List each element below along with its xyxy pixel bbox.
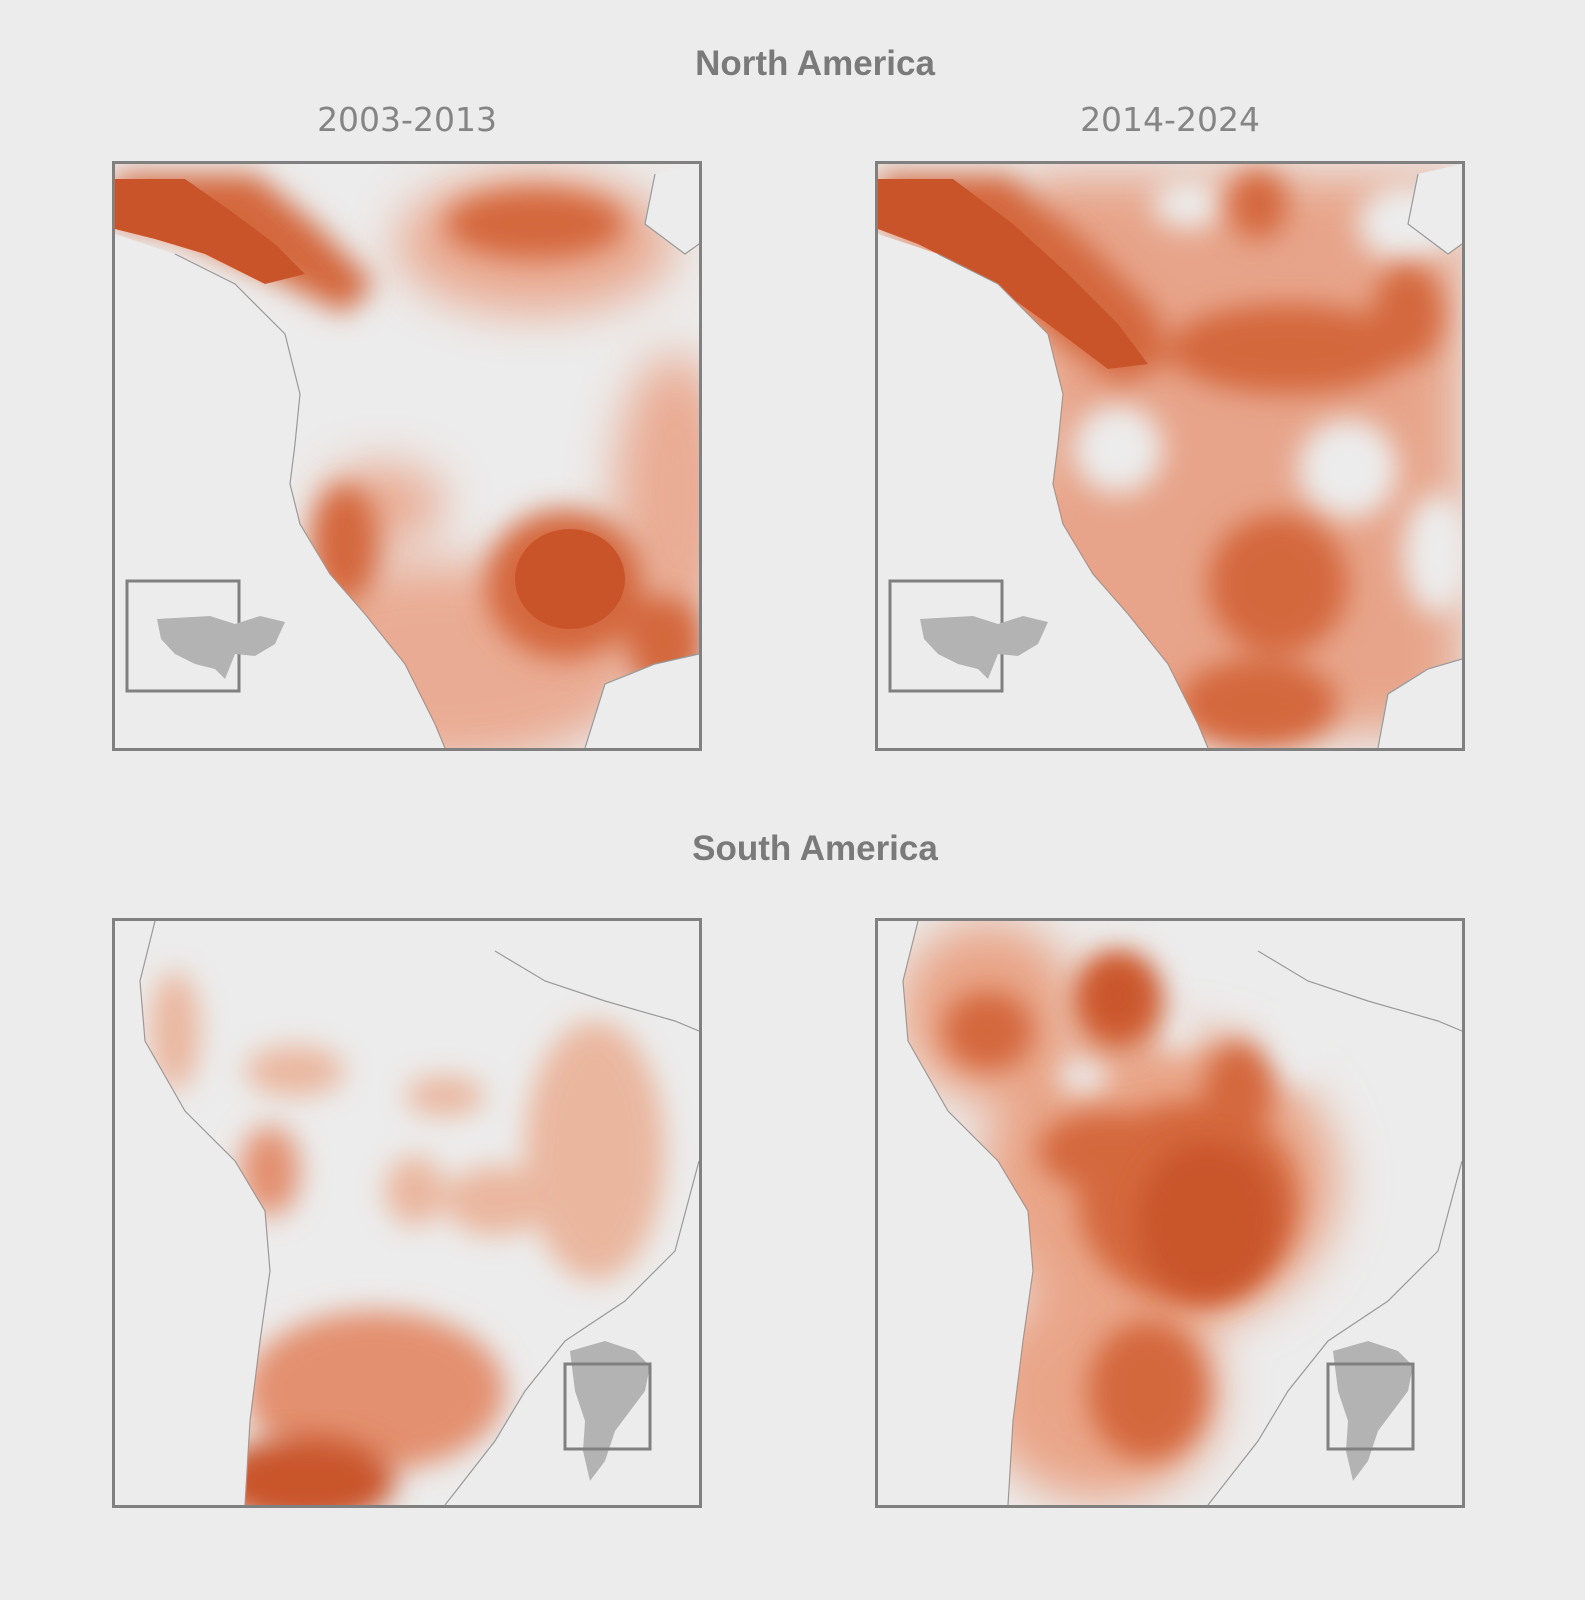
usa-map-icon (157, 616, 285, 679)
heatmap-north-america-2014-2024 (878, 164, 1462, 748)
south-america-map-icon (1333, 1341, 1413, 1481)
map-panel-south-america-2014-2024 (875, 918, 1465, 1508)
period-label-2014-2024: 2014-2024 (1080, 100, 1260, 139)
usa-map-icon (920, 616, 1048, 679)
south-america-title: South America (692, 829, 938, 868)
map-panel-south-america-2003-2013 (112, 918, 702, 1508)
map-panel-north-america-2003-2013 (112, 161, 702, 751)
locator-frame (563, 1362, 652, 1451)
map-panel-north-america-2014-2024 (875, 161, 1465, 751)
south-america-map-icon (570, 1341, 650, 1481)
heatmap-south-america-2014-2024 (878, 921, 1462, 1505)
period-label-2003-2013: 2003-2013 (317, 100, 497, 139)
north-america-title: North America (695, 44, 935, 83)
heatmap-south-america-2003-2013 (115, 921, 699, 1505)
heatmap-north-america-2003-2013 (115, 164, 699, 748)
locator-frame (1326, 1362, 1415, 1451)
